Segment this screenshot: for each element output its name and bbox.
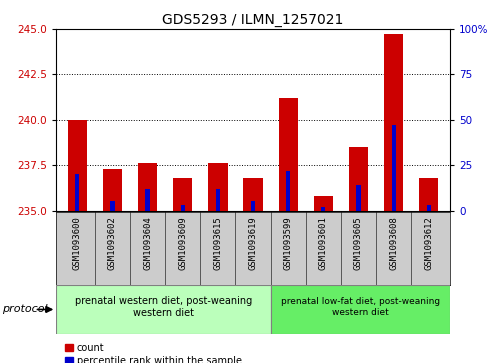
- Text: GSM1093600: GSM1093600: [73, 216, 81, 270]
- Text: GSM1093612: GSM1093612: [424, 216, 432, 270]
- Bar: [426, 205, 430, 211]
- Text: prenatal low-fat diet, post-weaning
western diet: prenatal low-fat diet, post-weaning west…: [280, 297, 439, 317]
- Text: GSM1093619: GSM1093619: [248, 216, 257, 270]
- Text: GSM1093602: GSM1093602: [108, 216, 117, 270]
- Text: GSM1093605: GSM1093605: [353, 216, 362, 270]
- Bar: [356, 185, 360, 211]
- Bar: [102, 169, 122, 211]
- Bar: [243, 178, 262, 211]
- Bar: [285, 171, 290, 211]
- Text: GSM1093604: GSM1093604: [143, 216, 152, 270]
- Bar: [180, 205, 184, 211]
- Bar: [110, 201, 114, 211]
- Title: GDS5293 / ILMN_1257021: GDS5293 / ILMN_1257021: [162, 13, 343, 26]
- Bar: [215, 189, 220, 211]
- Text: GSM1093615: GSM1093615: [213, 216, 222, 270]
- Bar: [145, 189, 149, 211]
- Bar: [250, 201, 255, 211]
- Text: GSM1093608: GSM1093608: [388, 216, 397, 270]
- Bar: [173, 178, 192, 211]
- Text: GSM1093601: GSM1093601: [318, 216, 327, 270]
- Bar: [75, 174, 79, 211]
- Bar: [138, 163, 157, 211]
- Text: protocol: protocol: [2, 305, 48, 314]
- Bar: [313, 196, 332, 211]
- Bar: [270, 285, 449, 334]
- Bar: [208, 163, 227, 211]
- Bar: [56, 285, 270, 334]
- Bar: [348, 147, 367, 211]
- Text: GSM1093609: GSM1093609: [178, 216, 187, 270]
- Bar: [418, 178, 438, 211]
- Legend: count, percentile rank within the sample: count, percentile rank within the sample: [61, 339, 245, 363]
- Bar: [278, 98, 297, 211]
- Text: GSM1093599: GSM1093599: [283, 216, 292, 270]
- Bar: [391, 125, 395, 211]
- Bar: [321, 207, 325, 211]
- Bar: [67, 120, 87, 211]
- Bar: [383, 34, 403, 211]
- Text: prenatal western diet, post-weaning
western diet: prenatal western diet, post-weaning west…: [75, 296, 252, 318]
